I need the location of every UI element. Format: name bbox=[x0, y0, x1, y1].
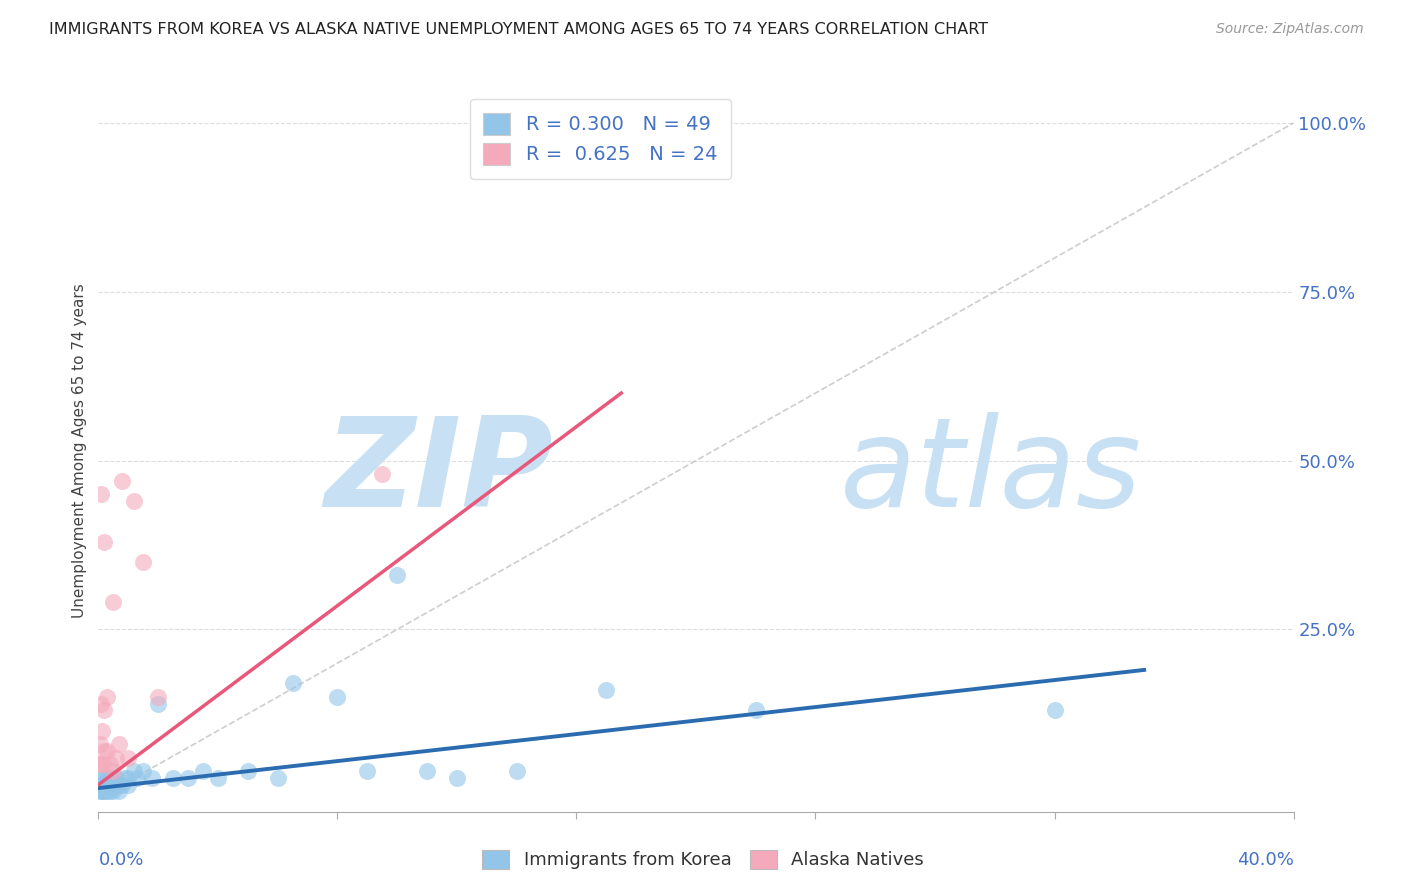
Point bbox=[506, 764, 529, 779]
Point bbox=[105, 778, 128, 792]
Point bbox=[98, 771, 122, 785]
Point bbox=[356, 764, 378, 779]
Point bbox=[103, 771, 125, 785]
Point bbox=[91, 784, 114, 798]
Point bbox=[103, 595, 125, 609]
Point bbox=[132, 764, 155, 779]
Point bbox=[446, 771, 468, 785]
Point bbox=[90, 771, 112, 785]
Point bbox=[91, 757, 114, 772]
Point bbox=[117, 771, 139, 785]
Point bbox=[117, 750, 139, 764]
Y-axis label: Unemployment Among Ages 65 to 74 years: Unemployment Among Ages 65 to 74 years bbox=[72, 283, 87, 618]
Point bbox=[111, 474, 134, 488]
Point bbox=[93, 778, 115, 792]
Text: 0.0%: 0.0% bbox=[98, 852, 143, 870]
Point bbox=[93, 534, 115, 549]
Point bbox=[98, 757, 122, 772]
Point bbox=[93, 784, 115, 798]
Point bbox=[103, 764, 125, 779]
Point bbox=[96, 778, 118, 792]
Point bbox=[91, 723, 114, 738]
Point bbox=[103, 778, 125, 792]
Point bbox=[96, 771, 118, 785]
Point bbox=[177, 771, 200, 785]
Point bbox=[96, 784, 118, 798]
Point bbox=[108, 737, 131, 751]
Point bbox=[89, 784, 111, 798]
Point bbox=[90, 778, 112, 792]
Point bbox=[93, 771, 115, 785]
Text: IMMIGRANTS FROM KOREA VS ALASKA NATIVE UNEMPLOYMENT AMONG AGES 65 TO 74 YEARS CO: IMMIGRANTS FROM KOREA VS ALASKA NATIVE U… bbox=[49, 22, 988, 37]
Point bbox=[385, 568, 409, 582]
Point bbox=[89, 757, 111, 772]
Point bbox=[124, 494, 146, 508]
Point bbox=[90, 784, 112, 798]
Point bbox=[91, 778, 114, 792]
Point bbox=[595, 683, 617, 698]
Point bbox=[105, 750, 128, 764]
Point bbox=[90, 757, 112, 772]
Point bbox=[207, 771, 229, 785]
Point bbox=[326, 690, 349, 704]
Point bbox=[191, 764, 214, 779]
Point bbox=[93, 703, 115, 717]
Point bbox=[89, 737, 111, 751]
Point bbox=[90, 697, 112, 711]
Point bbox=[96, 744, 118, 758]
Point bbox=[111, 778, 134, 792]
Point bbox=[416, 764, 439, 779]
Legend: R = 0.300   N = 49, R =  0.625   N = 24: R = 0.300 N = 49, R = 0.625 N = 24 bbox=[470, 99, 731, 178]
Point bbox=[105, 771, 128, 785]
Point bbox=[162, 771, 184, 785]
Point bbox=[148, 690, 170, 704]
Point bbox=[124, 764, 146, 779]
Point bbox=[236, 764, 259, 779]
Text: ZIP: ZIP bbox=[323, 411, 553, 533]
Point bbox=[117, 778, 139, 792]
Point bbox=[103, 784, 125, 798]
Point bbox=[98, 784, 122, 798]
Text: 40.0%: 40.0% bbox=[1237, 852, 1294, 870]
Point bbox=[108, 778, 131, 792]
Point bbox=[281, 676, 304, 690]
Point bbox=[98, 778, 122, 792]
Point bbox=[114, 771, 136, 785]
Point bbox=[93, 744, 115, 758]
Point bbox=[141, 771, 163, 785]
Point bbox=[96, 690, 118, 704]
Point bbox=[127, 771, 149, 785]
Point bbox=[90, 487, 112, 501]
Point bbox=[1043, 703, 1066, 717]
Point bbox=[148, 697, 170, 711]
Point bbox=[371, 467, 394, 481]
Point bbox=[132, 555, 155, 569]
Legend: Immigrants from Korea, Alaska Natives: Immigrants from Korea, Alaska Natives bbox=[474, 841, 932, 879]
Text: Source: ZipAtlas.com: Source: ZipAtlas.com bbox=[1216, 22, 1364, 37]
Point bbox=[93, 778, 115, 792]
Point bbox=[96, 778, 118, 792]
Text: atlas: atlas bbox=[839, 411, 1142, 533]
Point bbox=[267, 771, 290, 785]
Point bbox=[108, 784, 131, 798]
Point bbox=[610, 129, 633, 144]
Point bbox=[745, 703, 768, 717]
